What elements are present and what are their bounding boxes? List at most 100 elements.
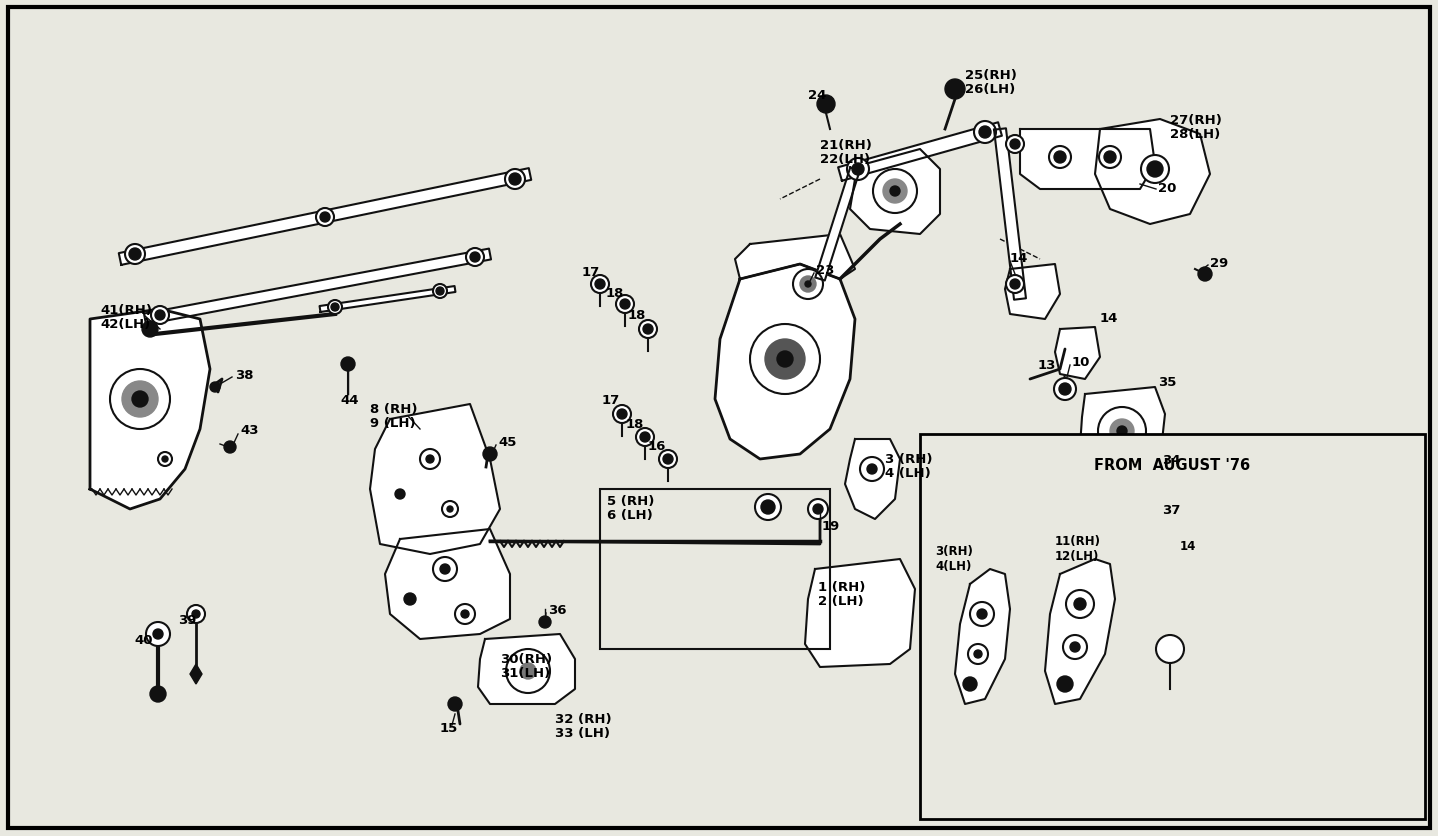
- Circle shape: [847, 159, 869, 181]
- Circle shape: [1066, 590, 1094, 619]
- Circle shape: [150, 686, 165, 702]
- Text: 24: 24: [808, 89, 827, 101]
- Polygon shape: [735, 235, 856, 280]
- Text: 22(LH): 22(LH): [820, 152, 870, 166]
- Circle shape: [613, 405, 631, 424]
- Text: FROM  AUGUST '76: FROM AUGUST '76: [1094, 457, 1250, 472]
- Text: 6 (LH): 6 (LH): [607, 509, 653, 522]
- Circle shape: [1048, 147, 1071, 169]
- Circle shape: [615, 296, 634, 314]
- Circle shape: [539, 616, 551, 628]
- Polygon shape: [994, 129, 1025, 300]
- Circle shape: [1058, 384, 1071, 395]
- Circle shape: [470, 252, 480, 263]
- Circle shape: [1110, 420, 1135, 443]
- Circle shape: [433, 285, 447, 298]
- Text: 35: 35: [1158, 375, 1176, 388]
- Text: 16: 16: [649, 440, 666, 453]
- Circle shape: [777, 352, 792, 368]
- Circle shape: [454, 604, 475, 624]
- Circle shape: [1156, 635, 1183, 663]
- Circle shape: [1007, 135, 1024, 154]
- Circle shape: [971, 602, 994, 626]
- Circle shape: [617, 410, 627, 420]
- Circle shape: [1054, 379, 1076, 400]
- Circle shape: [883, 180, 907, 204]
- Circle shape: [751, 324, 820, 395]
- Polygon shape: [119, 169, 531, 266]
- Text: 17: 17: [582, 265, 600, 278]
- Circle shape: [620, 299, 630, 309]
- Text: 39: 39: [178, 613, 197, 626]
- Circle shape: [591, 276, 610, 293]
- Text: 29: 29: [1209, 256, 1228, 269]
- Circle shape: [187, 605, 206, 624]
- Circle shape: [1054, 152, 1066, 164]
- Text: 3 (RH): 3 (RH): [884, 453, 932, 466]
- Text: 11(RH)
12(LH): 11(RH) 12(LH): [1055, 534, 1102, 563]
- Circle shape: [441, 502, 457, 517]
- Circle shape: [1117, 426, 1127, 436]
- Text: 14: 14: [1181, 539, 1196, 553]
- Circle shape: [974, 122, 997, 144]
- Text: 41(RH): 41(RH): [101, 303, 152, 316]
- Circle shape: [1162, 641, 1178, 657]
- Text: 18: 18: [628, 308, 646, 321]
- Circle shape: [636, 429, 654, 446]
- Text: 26(LH): 26(LH): [965, 83, 1015, 95]
- Circle shape: [321, 212, 329, 222]
- Circle shape: [979, 127, 991, 139]
- Circle shape: [395, 489, 406, 499]
- Circle shape: [1070, 642, 1080, 652]
- Text: 10: 10: [1071, 355, 1090, 368]
- Circle shape: [436, 288, 444, 296]
- Text: 8 (RH): 8 (RH): [370, 403, 417, 416]
- Text: 37: 37: [1162, 503, 1181, 516]
- Polygon shape: [477, 635, 575, 704]
- Text: 21(RH): 21(RH): [820, 138, 871, 151]
- Text: 20: 20: [1158, 181, 1176, 194]
- Bar: [600, 489, 830, 650]
- Text: 14: 14: [1100, 311, 1119, 324]
- Polygon shape: [144, 249, 490, 325]
- Circle shape: [122, 381, 158, 417]
- Circle shape: [638, 321, 657, 339]
- Text: 28(LH): 28(LH): [1171, 127, 1221, 140]
- Circle shape: [1148, 487, 1168, 507]
- Circle shape: [109, 370, 170, 430]
- Circle shape: [963, 677, 976, 691]
- Polygon shape: [190, 665, 201, 684]
- Circle shape: [132, 391, 148, 407]
- Text: 1 (RH): 1 (RH): [818, 581, 866, 594]
- Text: 38: 38: [234, 368, 253, 381]
- Text: 40: 40: [134, 633, 152, 645]
- Text: 30(RH): 30(RH): [500, 653, 552, 665]
- Polygon shape: [815, 168, 860, 281]
- Circle shape: [328, 301, 342, 314]
- Polygon shape: [805, 559, 915, 667]
- Circle shape: [1074, 599, 1086, 610]
- Circle shape: [1104, 152, 1116, 164]
- Text: 19: 19: [823, 519, 840, 532]
- Circle shape: [1009, 140, 1020, 150]
- Polygon shape: [838, 123, 1002, 181]
- Polygon shape: [1094, 120, 1209, 225]
- Circle shape: [331, 303, 339, 312]
- Circle shape: [521, 663, 536, 679]
- Circle shape: [447, 507, 453, 512]
- Circle shape: [224, 441, 236, 453]
- Circle shape: [640, 432, 650, 442]
- Text: 18: 18: [605, 286, 624, 299]
- Text: 33 (LH): 33 (LH): [555, 726, 610, 740]
- Circle shape: [808, 499, 828, 519]
- Polygon shape: [846, 440, 900, 519]
- Polygon shape: [1005, 265, 1060, 319]
- Text: 43: 43: [240, 423, 259, 436]
- Circle shape: [440, 564, 450, 574]
- Text: 32 (RH): 32 (RH): [555, 712, 611, 726]
- Text: 25(RH): 25(RH): [965, 69, 1017, 81]
- Circle shape: [162, 456, 168, 462]
- Circle shape: [462, 610, 469, 619]
- Circle shape: [449, 697, 462, 711]
- Circle shape: [210, 383, 220, 393]
